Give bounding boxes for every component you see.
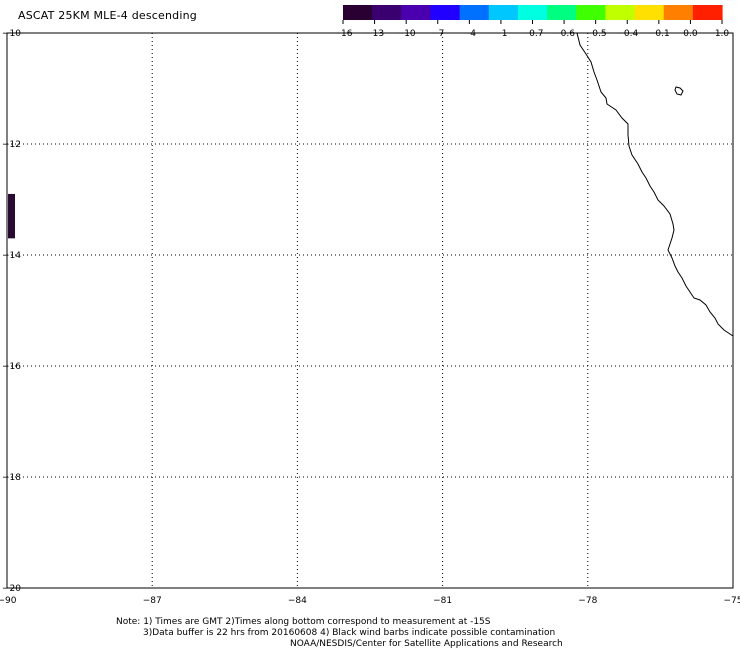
lon-label: −84 [288, 596, 307, 606]
note-line-2: 3)Data buffer is 22 hrs from 20160608 4)… [143, 628, 556, 638]
lat-label: −16 [2, 362, 21, 372]
colorbar-label: −7 [431, 29, 444, 39]
colorbar-label: −0.5 [585, 29, 607, 39]
colorbar-label: −0.4 [616, 29, 638, 39]
colorbar-segment [488, 5, 519, 20]
colorbar-label: −0.6 [553, 29, 575, 39]
colorbar-segment [430, 5, 461, 20]
lon-label: −78 [578, 596, 597, 606]
colorbar-label: −0.1 [648, 29, 670, 39]
colorbar-segment [634, 5, 665, 20]
colorbar-label: −0.7 [522, 29, 544, 39]
colorbar-label: −1 [494, 29, 507, 39]
colorbar-segment [576, 5, 606, 20]
lat-label: −10 [2, 29, 21, 39]
colorbar-label: 1.0 [715, 29, 730, 39]
colorbar-segment [401, 5, 432, 20]
colorbar [343, 5, 723, 20]
colorbar-label: −13 [365, 29, 384, 39]
colorbar-segment [372, 5, 402, 20]
lat-label: −18 [2, 473, 21, 483]
colorbar-segment [605, 5, 636, 20]
note-line-1: Note: 1) Times are GMT 2)Times along bot… [116, 617, 491, 627]
island [674, 86, 684, 96]
map-frame [6, 32, 734, 589]
colorbar-segment [547, 5, 577, 20]
colorbar-labels: −16 −13 −10 −7 −4 −1 −0.7 −0.6 −0.5 −0.4 −0.1 0.0 1.… [334, 20, 730, 39]
coastline [576, 32, 734, 337]
lat-label: −20 [2, 584, 21, 594]
lon-label: −90 [0, 596, 17, 606]
note-line-3: NOAA/NESDIS/Center for Satellite Applica… [290, 639, 563, 649]
colorbar-label: −16 [334, 29, 353, 39]
data-swath [8, 193, 15, 239]
lat-label: −14 [2, 251, 21, 261]
lat-label: −12 [2, 140, 21, 150]
colorbar-label: 0.0 [683, 29, 698, 39]
longitude-labels: −90 −87 −84 −81 −78 −75 [0, 596, 740, 606]
colorbar-label: −4 [463, 29, 477, 39]
colorbar-segment [343, 5, 373, 20]
lon-label: −75 [724, 596, 740, 606]
colorbar-segment [459, 5, 490, 20]
latitude-labels: −10 −12 −14 −16 −18 −20 [2, 29, 21, 594]
chart-title: ASCAT 25KM MLE-4 descending [18, 9, 197, 22]
lon-label: −81 [433, 596, 452, 606]
colorbar-segment [517, 5, 548, 20]
colorbar-label: −10 [397, 29, 416, 39]
colorbar-segment [692, 5, 723, 20]
colorbar-segment [663, 5, 694, 20]
lon-label: −87 [143, 596, 162, 606]
gridlines [7, 33, 733, 588]
